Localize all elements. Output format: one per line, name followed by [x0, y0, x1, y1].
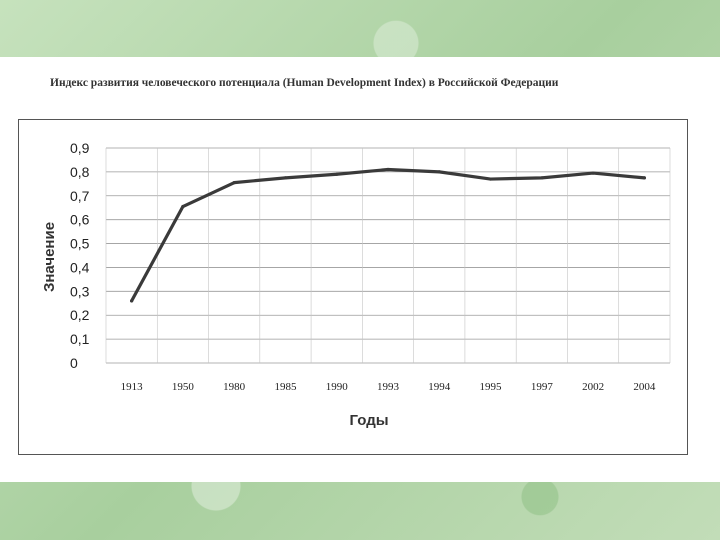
y-tick-label: 0,5: [70, 236, 90, 252]
y-tick-label: 0,3: [70, 283, 90, 299]
x-tick-labels: 1913 1950 1980 1985 1990 1993 1994 1995 1997 2002…: [121, 381, 656, 393]
gridlines: [105, 147, 671, 364]
series-lines: [130, 167, 646, 303]
y-tick-labels: 0 0,1 0,2 0,3 0,4 0,5 0,6 0,7 0,8 0,9: [70, 140, 90, 371]
x-tick-label: 1993: [377, 381, 400, 393]
x-tick-label: 1995: [480, 381, 503, 393]
hdi-line-chart: 0 0,1 0,2 0,3 0,4 0,5 0,6 0,7 0,8 0,9 1913 1950 198…: [41, 140, 671, 429]
x-tick-label: 2002: [582, 381, 604, 393]
data-point: [283, 176, 288, 180]
y-tick-label: 0,7: [70, 188, 90, 204]
y-tick-label: 0,4: [70, 259, 90, 275]
x-tick-label: 1950: [172, 381, 195, 393]
data-point: [437, 170, 441, 174]
chart-frame: [18, 119, 688, 455]
data-point: [488, 177, 493, 181]
data-point: [591, 171, 595, 175]
data-point: [386, 167, 390, 172]
y-tick-label: 0,2: [70, 307, 90, 323]
chart-title: Индекс развития человеческого потенциала…: [50, 77, 559, 89]
y-axis-label: Значение: [41, 222, 58, 292]
data-point: [335, 172, 339, 176]
x-tick-label: 1985: [274, 381, 297, 393]
y-tick-label: 0,8: [70, 164, 90, 180]
data-point: [540, 176, 544, 180]
y-tick-label: 0,9: [70, 140, 90, 156]
y-tick-label: 0,1: [70, 331, 90, 347]
x-tick-label: 1990: [326, 381, 349, 393]
x-tick-label: 1997: [531, 381, 554, 393]
x-axis-label: Годы: [349, 412, 388, 429]
x-tick-label: 1980: [223, 381, 246, 393]
y-tick-label: 0: [70, 355, 78, 371]
data-point: [130, 299, 134, 303]
x-tick-label: 1994: [428, 381, 451, 393]
x-tick-label: 2004: [633, 381, 656, 393]
x-tick-label: 1913: [121, 381, 144, 393]
data-point: [642, 176, 646, 180]
y-tick-label: 0,6: [70, 212, 90, 228]
slide: Индекс развития человеческого потенциала…: [0, 57, 720, 482]
data-point: [232, 181, 236, 185]
data-point: [181, 204, 185, 209]
